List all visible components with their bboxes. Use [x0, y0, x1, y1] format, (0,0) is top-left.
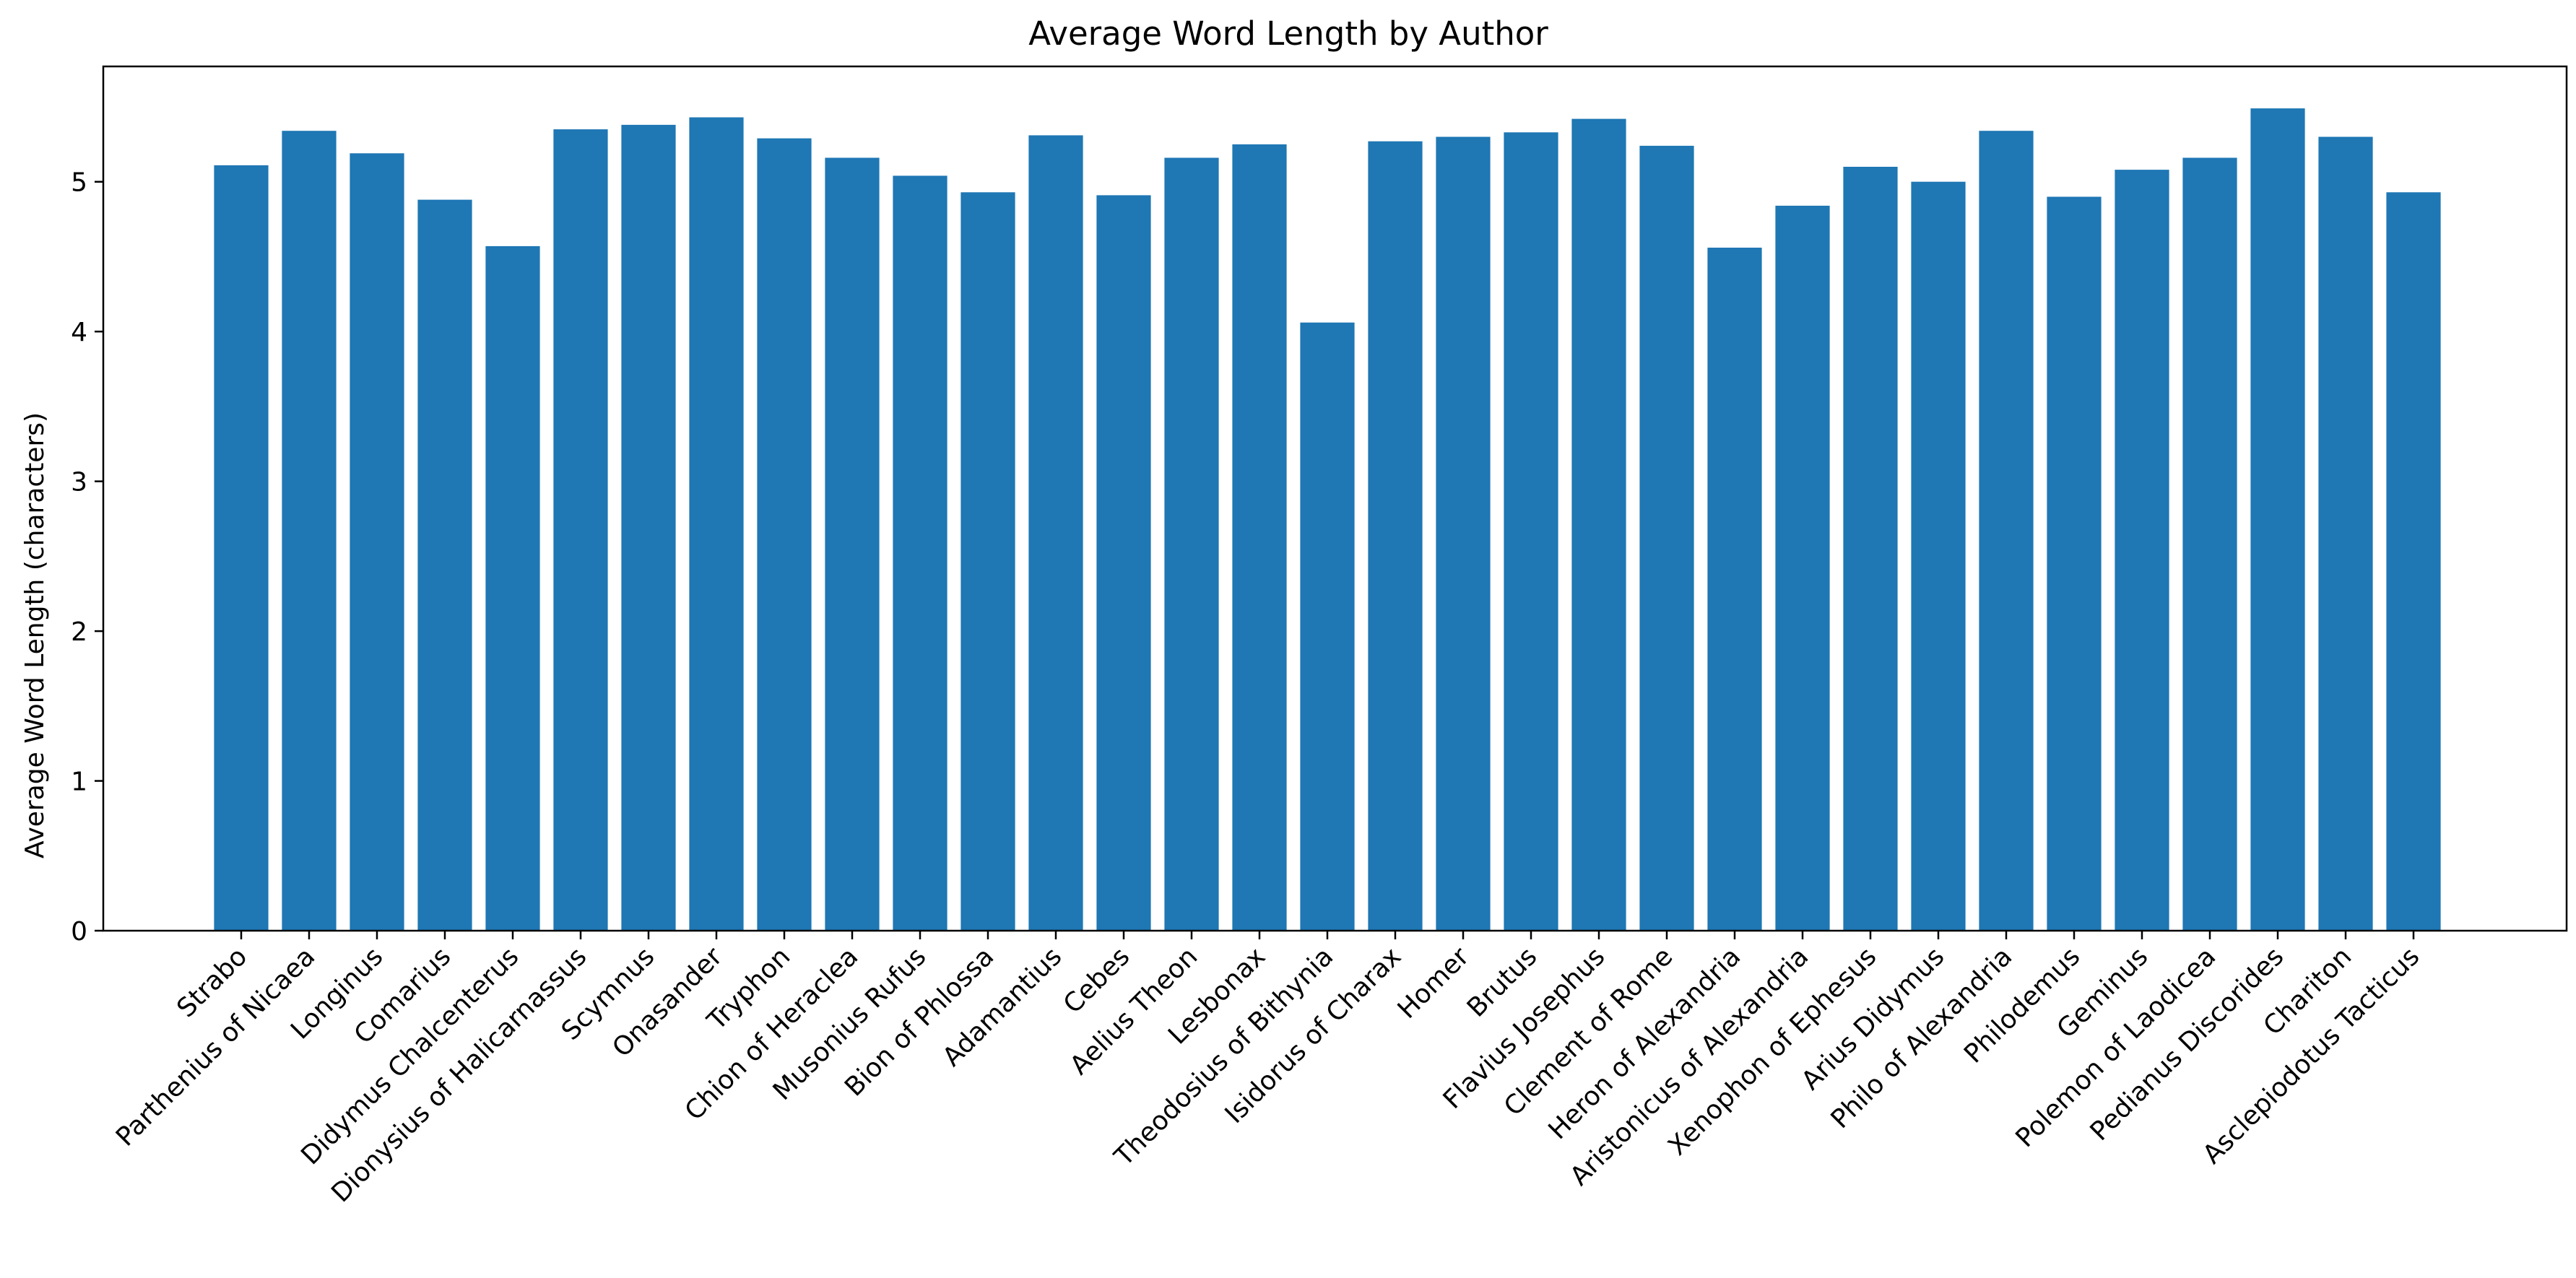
y-tick-label: 5 [71, 168, 87, 198]
bar-philodemus [2047, 196, 2102, 931]
bar-polemon-of-laodicea [2182, 157, 2237, 931]
bars-group [214, 108, 2441, 931]
bar-geminus [2115, 170, 2169, 931]
bar-lesbonax [1232, 144, 1287, 931]
bar-tryphon [757, 138, 812, 931]
bar-aelius-theon [1164, 157, 1219, 931]
bar-didymus-chalcenterus [485, 245, 540, 931]
y-tick-label: 2 [71, 617, 87, 647]
bar-theodosius-of-bithynia [1300, 322, 1355, 931]
bar-pedianus-discorides [2250, 108, 2305, 931]
chart-title: Average Word Length by Author [1028, 14, 1548, 53]
bar-isidorus-of-charax [1368, 141, 1423, 931]
bar-xenophon-of-ephesus [1843, 167, 1898, 931]
bar-bion-of-phlossa [960, 192, 1015, 931]
y-tick-label: 3 [71, 468, 87, 497]
bar-onasander [689, 117, 744, 931]
y-tick-label: 4 [71, 318, 87, 347]
bar-parthenius-of-nicaea [282, 131, 337, 931]
x-tick-label: Homer [1392, 942, 1475, 1025]
x-tick-label: Adamantius [937, 942, 1068, 1072]
bar-adamantius [1028, 135, 1083, 931]
bar-longinus [350, 153, 404, 931]
bar-comarius [417, 199, 472, 931]
bar-musonius-rufus [893, 175, 947, 931]
bar-arius-didymus [1911, 181, 1966, 931]
bar-strabo [214, 165, 269, 931]
bar-heron-of-alexandria [1707, 248, 1762, 931]
bar-brutus [1504, 132, 1558, 931]
bar-cebes [1096, 195, 1151, 931]
bar-flavius-josephus [1571, 118, 1626, 931]
bar-aristonicus-of-alexandria [1775, 205, 1830, 931]
y-axis-label: Average Word Length (characters) [20, 412, 50, 858]
y-tick-label: 1 [71, 768, 87, 797]
bar-philo-of-alexandria [1979, 131, 2034, 931]
bar-chion-of-heraclea [825, 157, 880, 931]
y-axis-ticks: 0 1 2 3 4 5 [71, 168, 103, 947]
bar-homer [1436, 136, 1491, 931]
bar-dionysius-of-halicarnassus [553, 129, 608, 931]
bar-scymnus [621, 124, 676, 931]
plot-frame [102, 65, 2568, 932]
bar-asclepiodotus-tacticus [2386, 192, 2441, 931]
bar-chariton [2318, 136, 2373, 931]
y-tick-label: 0 [71, 917, 87, 947]
bar-clement-of-rome [1639, 145, 1694, 931]
